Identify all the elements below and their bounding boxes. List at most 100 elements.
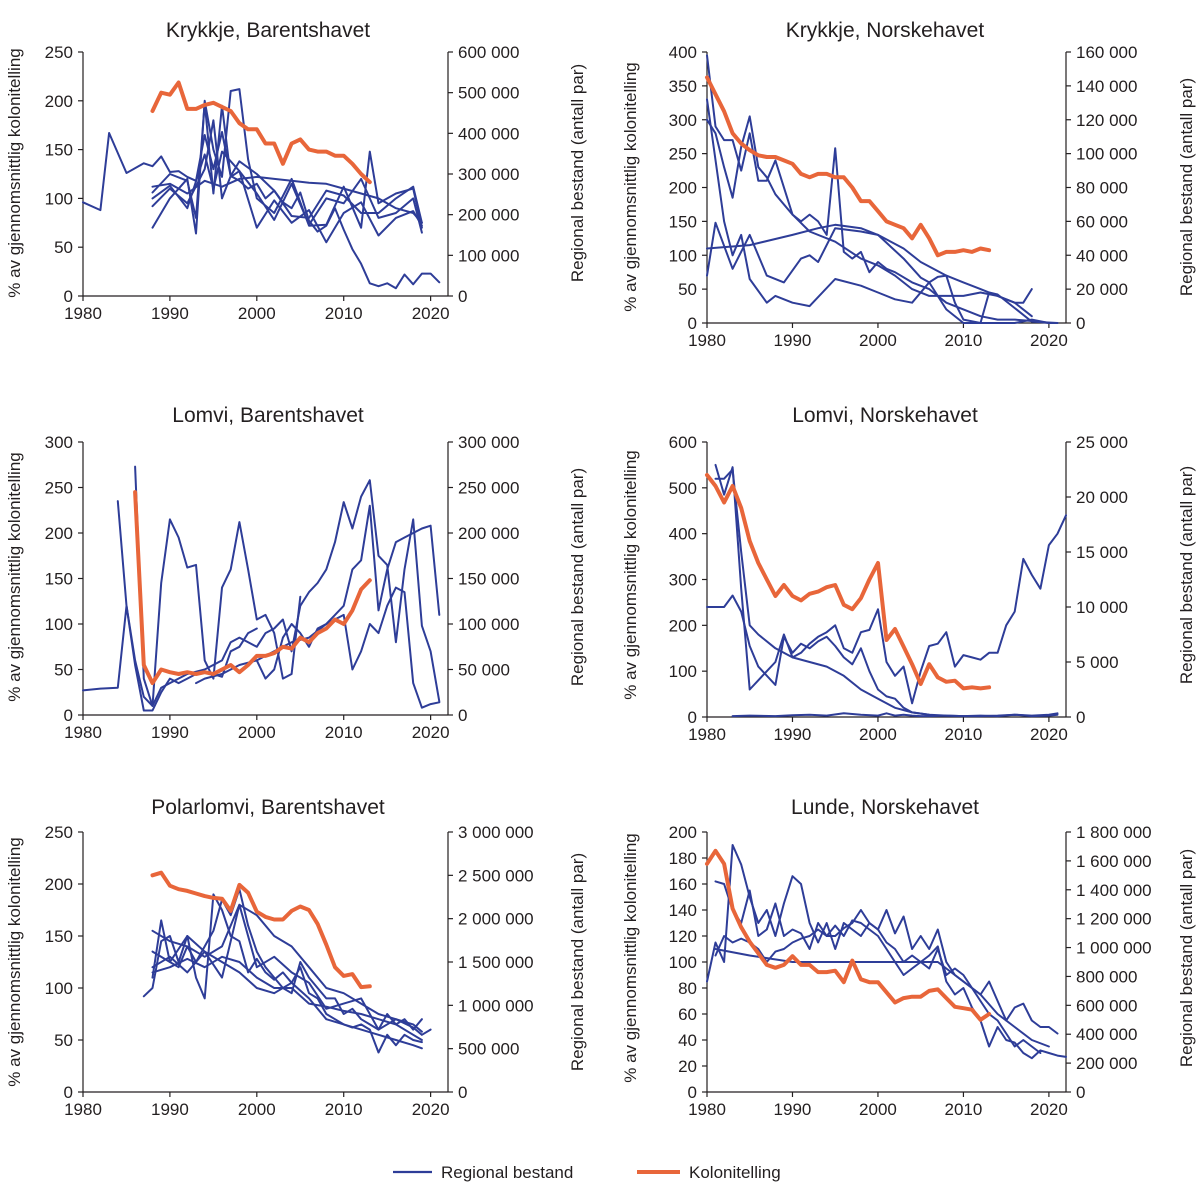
y2-tick-label: 140 000 bbox=[1076, 77, 1137, 96]
y-tick-label: 350 bbox=[669, 77, 697, 96]
y-tick-label: 200 bbox=[669, 616, 697, 635]
y2-tick-label: 200 000 bbox=[1076, 1054, 1137, 1073]
y2-tick-label: 300 000 bbox=[458, 165, 519, 184]
panel-title: Krykkje, Norskehavet bbox=[786, 19, 985, 42]
y2-tick-label: 10 000 bbox=[1076, 598, 1128, 617]
y-tick-label: 180 bbox=[669, 849, 697, 868]
x-tick-label: 2000 bbox=[238, 723, 276, 742]
series-line-kolonitelling bbox=[705, 75, 992, 258]
series-line-regional-bestand bbox=[151, 903, 423, 1033]
y-axis-right-label: Regional bestand (antall par) bbox=[568, 468, 587, 686]
y-tick-label: 50 bbox=[678, 280, 697, 299]
series-line-regional-bestand bbox=[151, 150, 423, 244]
y2-tick-label: 600 000 bbox=[1076, 996, 1137, 1015]
y-axis-left-label: % av gjennomsnittlig kolonitelling bbox=[5, 452, 24, 701]
series-line-kolonitelling bbox=[150, 870, 372, 990]
y-tick-label: 200 bbox=[45, 92, 73, 111]
legend-label-colony: Kolonitelling bbox=[689, 1163, 781, 1182]
panel-polarlomvi-barentshavet: Polarlomvi, Barentshavet % av gjennomsni… bbox=[5, 796, 587, 1119]
series-line-regional-bestand bbox=[714, 880, 1042, 1054]
y-tick-label: 250 bbox=[45, 479, 73, 498]
y-axis-left-label: % av gjennomsnittlig kolonitelling bbox=[5, 48, 24, 297]
y-tick-label: 250 bbox=[45, 823, 73, 842]
y2-tick-label: 15 000 bbox=[1076, 543, 1128, 562]
y-tick-label: 100 bbox=[669, 662, 697, 681]
y-tick-label: 600 bbox=[669, 433, 697, 452]
y2-tick-label: 400 000 bbox=[1076, 1025, 1137, 1044]
y2-tick-label: 25 000 bbox=[1076, 433, 1128, 452]
y2-tick-label: 300 000 bbox=[458, 433, 519, 452]
series-line-regional-bestand bbox=[82, 604, 258, 712]
y-tick-label: 200 bbox=[45, 524, 73, 543]
x-tick-label: 1980 bbox=[688, 1100, 726, 1119]
y2-tick-label: 1 500 000 bbox=[458, 953, 534, 972]
series-line-regional-bestand bbox=[82, 131, 441, 290]
y2-tick-label: 0 bbox=[1076, 708, 1085, 727]
y2-tick-label: 150 000 bbox=[458, 570, 519, 589]
y-tick-label: 50 bbox=[54, 238, 73, 257]
x-tick-label: 2020 bbox=[412, 304, 450, 323]
x-tick-label: 1980 bbox=[64, 1100, 102, 1119]
y-axis-right-label: Regional bestand (antall par) bbox=[568, 853, 587, 1071]
y-axis-left-label: % av gjennomsnittlig kolonitelling bbox=[5, 837, 24, 1086]
y-tick-label: 100 bbox=[45, 189, 73, 208]
series-line-regional-bestand bbox=[116, 500, 302, 707]
x-tick-label: 2010 bbox=[945, 1100, 983, 1119]
panel-lomvi-barentshavet: Lomvi, Barentshavet % av gjennomsnittlig… bbox=[5, 404, 587, 742]
x-tick-label: 2020 bbox=[1030, 1100, 1068, 1119]
y2-tick-label: 40 000 bbox=[1076, 246, 1128, 265]
x-tick-label: 2000 bbox=[238, 1100, 276, 1119]
y2-tick-label: 0 bbox=[458, 287, 467, 306]
y2-tick-label: 20 000 bbox=[1076, 280, 1128, 299]
y2-tick-label: 1 000 000 bbox=[1076, 939, 1152, 958]
y2-tick-label: 80 000 bbox=[1076, 179, 1128, 198]
y2-tick-label: 200 000 bbox=[458, 206, 519, 225]
y2-tick-label: 120 000 bbox=[1076, 111, 1137, 130]
legend: Regional bestand Kolonitelling bbox=[393, 1163, 781, 1182]
y-tick-label: 0 bbox=[64, 1083, 73, 1102]
y-axis-left-label: % av gjennomsnittlig kolonitelling bbox=[621, 62, 640, 311]
series-line-regional-bestand bbox=[151, 955, 423, 1041]
series-line-regional-bestand bbox=[731, 712, 1059, 718]
y2-tick-label: 1 000 000 bbox=[458, 996, 534, 1015]
y-axis-left-label: % av gjennomsnittlig kolonitelling bbox=[621, 833, 640, 1082]
series-line-regional-bestand bbox=[714, 463, 1067, 705]
series-line-regional-bestand bbox=[706, 98, 1059, 324]
x-tick-label: 2010 bbox=[325, 1100, 363, 1119]
y2-tick-label: 250 000 bbox=[458, 479, 519, 498]
y-tick-label: 300 bbox=[45, 433, 73, 452]
series-line-regional-bestand bbox=[151, 119, 423, 224]
y-tick-label: 50 bbox=[54, 1031, 73, 1050]
x-tick-label: 2010 bbox=[325, 304, 363, 323]
y2-tick-label: 1 600 000 bbox=[1076, 852, 1152, 871]
x-tick-label: 1980 bbox=[688, 725, 726, 744]
y2-tick-label: 160 000 bbox=[1076, 43, 1137, 62]
y2-tick-label: 0 bbox=[458, 1083, 467, 1102]
panel-title: Lomvi, Barentshavet bbox=[172, 404, 364, 427]
x-tick-label: 2020 bbox=[1030, 725, 1068, 744]
series-line-kolonitelling bbox=[705, 848, 992, 1022]
y-axis-right-label: Regional bestand (antall par) bbox=[568, 64, 587, 282]
y-tick-label: 200 bbox=[669, 179, 697, 198]
panel-lunde-norskehavet: Lunde, Norskehavet % av gjennomsnittlig … bbox=[621, 796, 1196, 1119]
series-line-regional-bestand bbox=[706, 223, 1033, 318]
series-line-regional-bestand bbox=[706, 844, 1059, 1035]
x-tick-label: 2000 bbox=[859, 331, 897, 350]
y-axis-right-label: Regional bestand (antall par) bbox=[1177, 849, 1196, 1067]
series-line-kolonitelling bbox=[133, 490, 372, 686]
y2-tick-label: 3 000 000 bbox=[458, 823, 534, 842]
x-tick-label: 2000 bbox=[238, 304, 276, 323]
x-tick-label: 2010 bbox=[325, 723, 363, 742]
y-tick-label: 400 bbox=[669, 525, 697, 544]
y-tick-label: 100 bbox=[669, 246, 697, 265]
panel-title: Krykkje, Barentshavet bbox=[166, 19, 370, 42]
series-line-regional-bestand bbox=[151, 903, 432, 1036]
legend-label-regional: Regional bestand bbox=[441, 1163, 573, 1182]
series-line-regional-bestand bbox=[706, 54, 1033, 304]
panel-title: Lomvi, Norskehavet bbox=[792, 404, 978, 427]
y-tick-label: 160 bbox=[669, 875, 697, 894]
x-tick-label: 1990 bbox=[151, 723, 189, 742]
y2-tick-label: 20 000 bbox=[1076, 488, 1128, 507]
x-tick-label: 2000 bbox=[859, 1100, 897, 1119]
